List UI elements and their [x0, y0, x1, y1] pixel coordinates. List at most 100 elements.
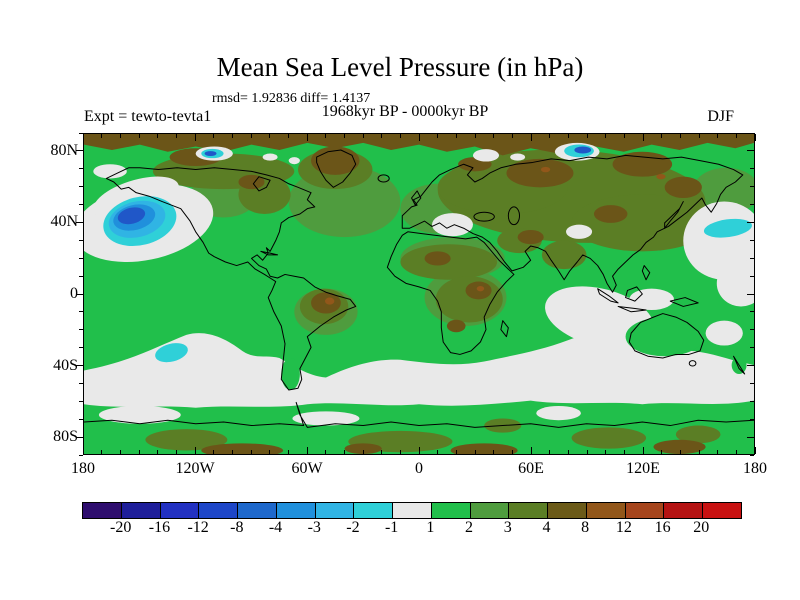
season-label: DJF [707, 108, 734, 125]
colorbar-label: 12 [615, 519, 632, 536]
axis-tick [437, 134, 439, 138]
axis-tick [511, 450, 513, 454]
axis-tick [79, 382, 83, 384]
axis-tick [750, 275, 754, 277]
colorbar-label: 2 [465, 519, 474, 536]
axis-tick [79, 204, 83, 206]
axis-tick [747, 436, 754, 438]
colorbar-label: 3 [503, 519, 512, 536]
axis-tick [586, 450, 588, 454]
axis-tick [250, 450, 252, 454]
axis-tick [76, 436, 83, 438]
axis-tick [269, 134, 271, 138]
experiment-label: Expt = tewto-tevta1 [84, 108, 212, 125]
axis-tick [750, 347, 754, 349]
axis-tick [231, 450, 233, 454]
field-minus1 [155, 218, 752, 363]
axis-tick [175, 134, 177, 138]
axis-tick [698, 134, 700, 138]
axis-tick [750, 186, 754, 188]
axis-tick [175, 450, 177, 454]
axis-tick [530, 447, 532, 454]
axis-tick [623, 134, 625, 138]
colorbar-cell [353, 503, 393, 518]
axis-tick [250, 134, 252, 138]
axis-tick [343, 134, 345, 138]
axis-tick [750, 382, 754, 384]
axis-tick [750, 168, 754, 170]
colorbar-label: -4 [268, 519, 283, 536]
axis-tick [605, 450, 607, 454]
axis-tick [362, 450, 364, 454]
axis-tick [79, 275, 83, 277]
field-plus4 [84, 134, 754, 454]
axis-tick [549, 450, 551, 454]
axis-tick [511, 134, 513, 138]
axis-tick [750, 400, 754, 402]
axis-tick [750, 204, 754, 206]
axis-tick [381, 450, 383, 454]
axis-tick [750, 329, 754, 331]
axis-tick [194, 447, 196, 454]
axis-tick [717, 450, 719, 454]
stats-label: rmsd= 1.92836 diff= 1.4137 [212, 91, 371, 106]
axis-tick [287, 450, 289, 454]
colorbar-cell [508, 503, 548, 518]
axis-tick [79, 454, 83, 456]
colorbar-label: -8 [230, 519, 244, 536]
axis-tick [82, 447, 84, 454]
axis-tick [661, 134, 663, 138]
x-axis-label: 120E [626, 460, 660, 477]
axis-tick [750, 132, 754, 134]
axis-tick [605, 134, 607, 138]
x-axis-label: 60W [291, 460, 323, 477]
y-axis-label: 0 [70, 285, 78, 302]
colorbar-label: 4 [542, 519, 551, 536]
colorbar-cell [83, 503, 121, 518]
world-map [83, 133, 755, 455]
north-pacific-anomaly [103, 196, 177, 247]
x-axis-label: 0 [415, 460, 423, 477]
axis-tick [82, 134, 84, 141]
axis-tick [750, 257, 754, 259]
axis-tick [138, 450, 140, 454]
colorbar-cell [198, 503, 238, 518]
axis-tick [231, 134, 233, 138]
colorbar-label: -3 [307, 519, 321, 536]
colorbar-cell [120, 503, 160, 518]
axis-tick [76, 221, 83, 223]
colorbar [82, 502, 742, 519]
axis-tick [455, 450, 457, 454]
axis-tick [399, 134, 401, 138]
coastlines [84, 150, 754, 427]
colorbar-cell [702, 503, 742, 518]
axis-tick [747, 293, 754, 295]
arctic-anomalies [201, 144, 594, 159]
axis-tick [642, 447, 644, 454]
colorbar-cell [314, 503, 354, 518]
axis-tick [101, 134, 103, 138]
axis-tick [642, 134, 644, 141]
axis-tick [119, 134, 121, 138]
axis-tick [747, 365, 754, 367]
axis-tick [325, 450, 327, 454]
axis-tick [750, 311, 754, 313]
axis-tick [567, 134, 569, 138]
colorbar-label: -16 [148, 519, 171, 536]
page-title: Mean Sea Level Pressure (in hPa) [216, 52, 584, 82]
axis-tick [493, 134, 495, 138]
axis-tick [750, 454, 754, 456]
axis-tick [418, 134, 420, 141]
x-axis-label: 60E [518, 460, 544, 477]
axis-tick [79, 168, 83, 170]
colorbar-cell [392, 503, 431, 518]
axis-tick [474, 450, 476, 454]
axis-tick [79, 400, 83, 402]
axis-tick [717, 134, 719, 138]
axis-tick [418, 447, 420, 454]
axis-tick [661, 450, 663, 454]
axis-tick [79, 239, 83, 241]
colorbar-cell [159, 503, 199, 518]
axis-tick [157, 450, 159, 454]
